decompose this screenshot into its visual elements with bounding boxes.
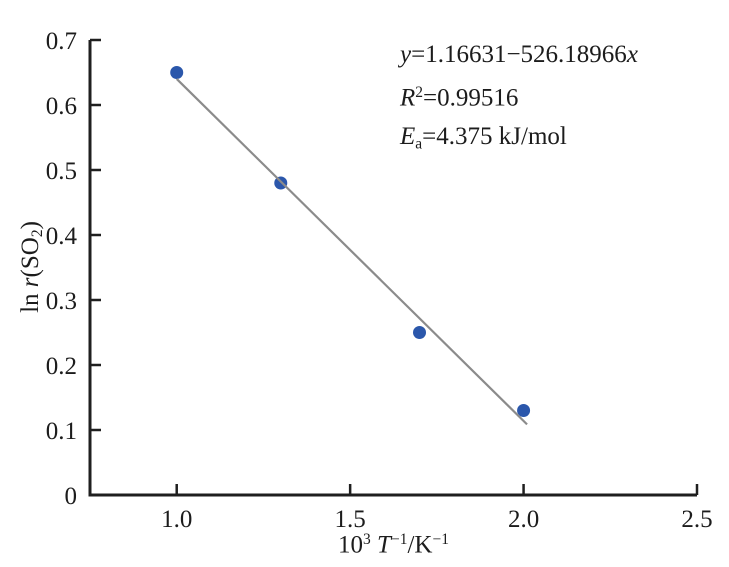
text-run: 3 <box>363 531 371 548</box>
y-tick-label: 0.7 <box>46 28 77 55</box>
y-tick-label: 0 <box>65 483 78 510</box>
x-tick-label: 1.5 <box>335 506 366 533</box>
text-run: ) <box>16 221 44 230</box>
text-run: −1 <box>390 531 408 548</box>
text-run: =4.375 kJ/mol <box>422 122 567 150</box>
text-run: R <box>400 84 416 112</box>
text-run: ln <box>16 287 44 313</box>
text-run: x <box>626 41 638 68</box>
x-tick-label: 1.0 <box>161 506 192 533</box>
x-tick-label: 2.0 <box>508 506 539 533</box>
text-run: 10 <box>338 531 364 559</box>
text-run: T <box>377 531 391 559</box>
text-run: r <box>16 277 44 288</box>
axis-spines <box>88 40 697 497</box>
data-point <box>413 326 427 339</box>
text-run: /K <box>407 531 433 559</box>
y-tick-label: 0.6 <box>46 93 77 120</box>
data-point <box>170 66 184 79</box>
x-tick-label: 2.5 <box>681 506 712 533</box>
fit-equation: y=1.16631−526.18966x <box>400 36 638 74</box>
y-axis-label: ln r(SO2) <box>17 221 47 313</box>
text-run: 2 <box>29 229 47 238</box>
text-run: =1.16631−526.18966 <box>411 41 627 68</box>
text-run: =0.99516 <box>423 84 519 112</box>
y-tick-label: 0.4 <box>46 223 78 250</box>
text-run: (SO <box>16 237 44 278</box>
text-run: E <box>400 122 416 150</box>
x-axis-label: 103 T−1/K−1 <box>90 531 697 560</box>
y-tick-label: 0.1 <box>46 418 77 445</box>
text-run: −1 <box>432 531 449 548</box>
y-tick-label: 0.2 <box>46 353 77 380</box>
text-run: a <box>415 134 423 152</box>
fit-line <box>175 78 528 426</box>
activation-energy: Ea=4.375 kJ/mol <box>400 118 638 163</box>
text-run: 2 <box>415 84 424 101</box>
y-tick-label: 0.5 <box>46 158 77 185</box>
fit-annotation: y=1.16631−526.18966x R2=0.99516 Ea=4.375… <box>400 36 638 163</box>
data-point <box>517 404 531 417</box>
text-run: y <box>400 41 412 68</box>
y-tick-label: 0.3 <box>46 288 77 315</box>
r-squared: R2=0.99516 <box>400 74 638 118</box>
